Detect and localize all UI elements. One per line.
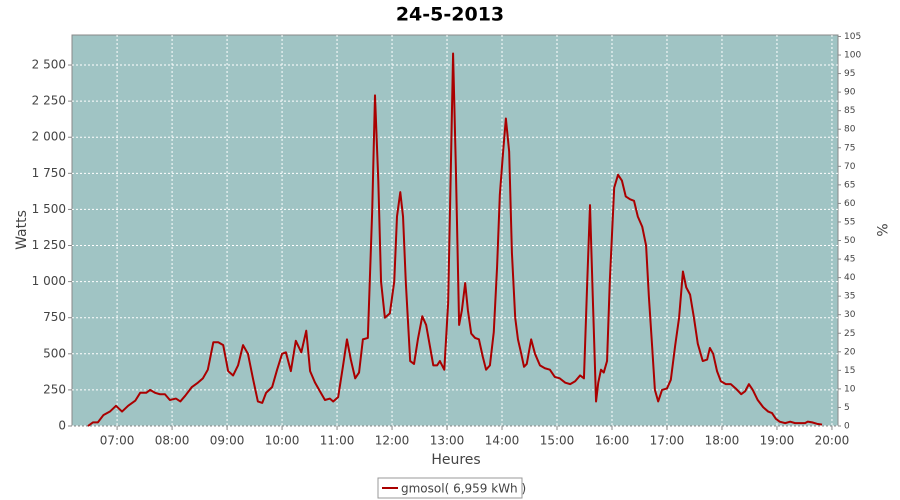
y2-tick-label: 50 — [844, 236, 856, 246]
y2-tick-label: 20 — [844, 347, 856, 357]
y-tick-label: 0 — [58, 419, 66, 433]
x-tick-label: 08:00 — [155, 434, 190, 448]
chart-title: 24-5-2013 — [396, 4, 504, 26]
y2-tick-label: 60 — [844, 199, 856, 209]
y2-tick-label: 85 — [844, 106, 855, 116]
y2-tick-label: 0 — [844, 422, 850, 432]
y-tick-label: 750 — [43, 310, 66, 324]
y2-tick-label: 100 — [844, 51, 861, 61]
y-axis-title: Watts — [14, 210, 30, 250]
y2-tick-label: 70 — [844, 162, 856, 172]
y2-tick-label: 65 — [844, 180, 855, 190]
y-tick-label: 1 750 — [32, 166, 66, 180]
y2-tick-label: 5 — [844, 403, 850, 413]
x-tick-label: 15:00 — [540, 434, 575, 448]
x-tick-label: 19:00 — [760, 434, 795, 448]
legend-box — [377, 477, 523, 499]
y2-tick-label: 75 — [844, 143, 855, 153]
y2-tick-label: 105 — [844, 32, 861, 42]
x-tick-label: 07:00 — [100, 434, 135, 448]
x-tick-label: 12:00 — [375, 434, 410, 448]
x-tick-label: 18:00 — [705, 434, 740, 448]
legend-label: gmosol( 6,959 kWh ) — [401, 482, 526, 496]
x-tick-label: 17:00 — [650, 434, 685, 448]
y-tick-label: 2 500 — [32, 58, 66, 72]
data-line — [87, 52, 823, 427]
x-tick-label: 09:00 — [210, 434, 245, 448]
y2-tick-label: 40 — [844, 273, 856, 283]
y2-tick-label: 35 — [844, 292, 855, 302]
y-tick-label: 2 250 — [32, 94, 66, 108]
y-tick-label: 1 000 — [32, 274, 66, 288]
x-tick-label: 11:00 — [320, 434, 355, 448]
x-axis-title: Heures — [431, 452, 480, 468]
y-tick-label: 1 500 — [32, 202, 66, 216]
x-tick-label: 14:00 — [485, 434, 520, 448]
x-tick-label: 16:00 — [595, 434, 630, 448]
x-tick-label: 10:00 — [265, 434, 300, 448]
y2-tick-label: 90 — [844, 88, 856, 98]
y2-tick-label: 15 — [844, 366, 855, 376]
y-tick-label: 250 — [43, 382, 66, 396]
y-tick-label: 1 250 — [32, 238, 66, 252]
y2-tick-label: 45 — [844, 255, 855, 265]
y2-tick-label: 95 — [844, 69, 855, 79]
x-tick-label: 13:00 — [430, 434, 465, 448]
y2-tick-label: 25 — [844, 329, 855, 339]
y2-tick-label: 80 — [844, 125, 856, 135]
y-tick-label: 2 000 — [32, 130, 66, 144]
y-tick-label: 500 — [43, 346, 66, 360]
x-tick-label: 20:00 — [815, 434, 850, 448]
y2-tick-label: 30 — [844, 310, 856, 320]
y2-axis-title: % — [873, 223, 889, 236]
y2-tick-label: 10 — [844, 384, 856, 394]
y2-tick-label: 55 — [844, 217, 855, 227]
